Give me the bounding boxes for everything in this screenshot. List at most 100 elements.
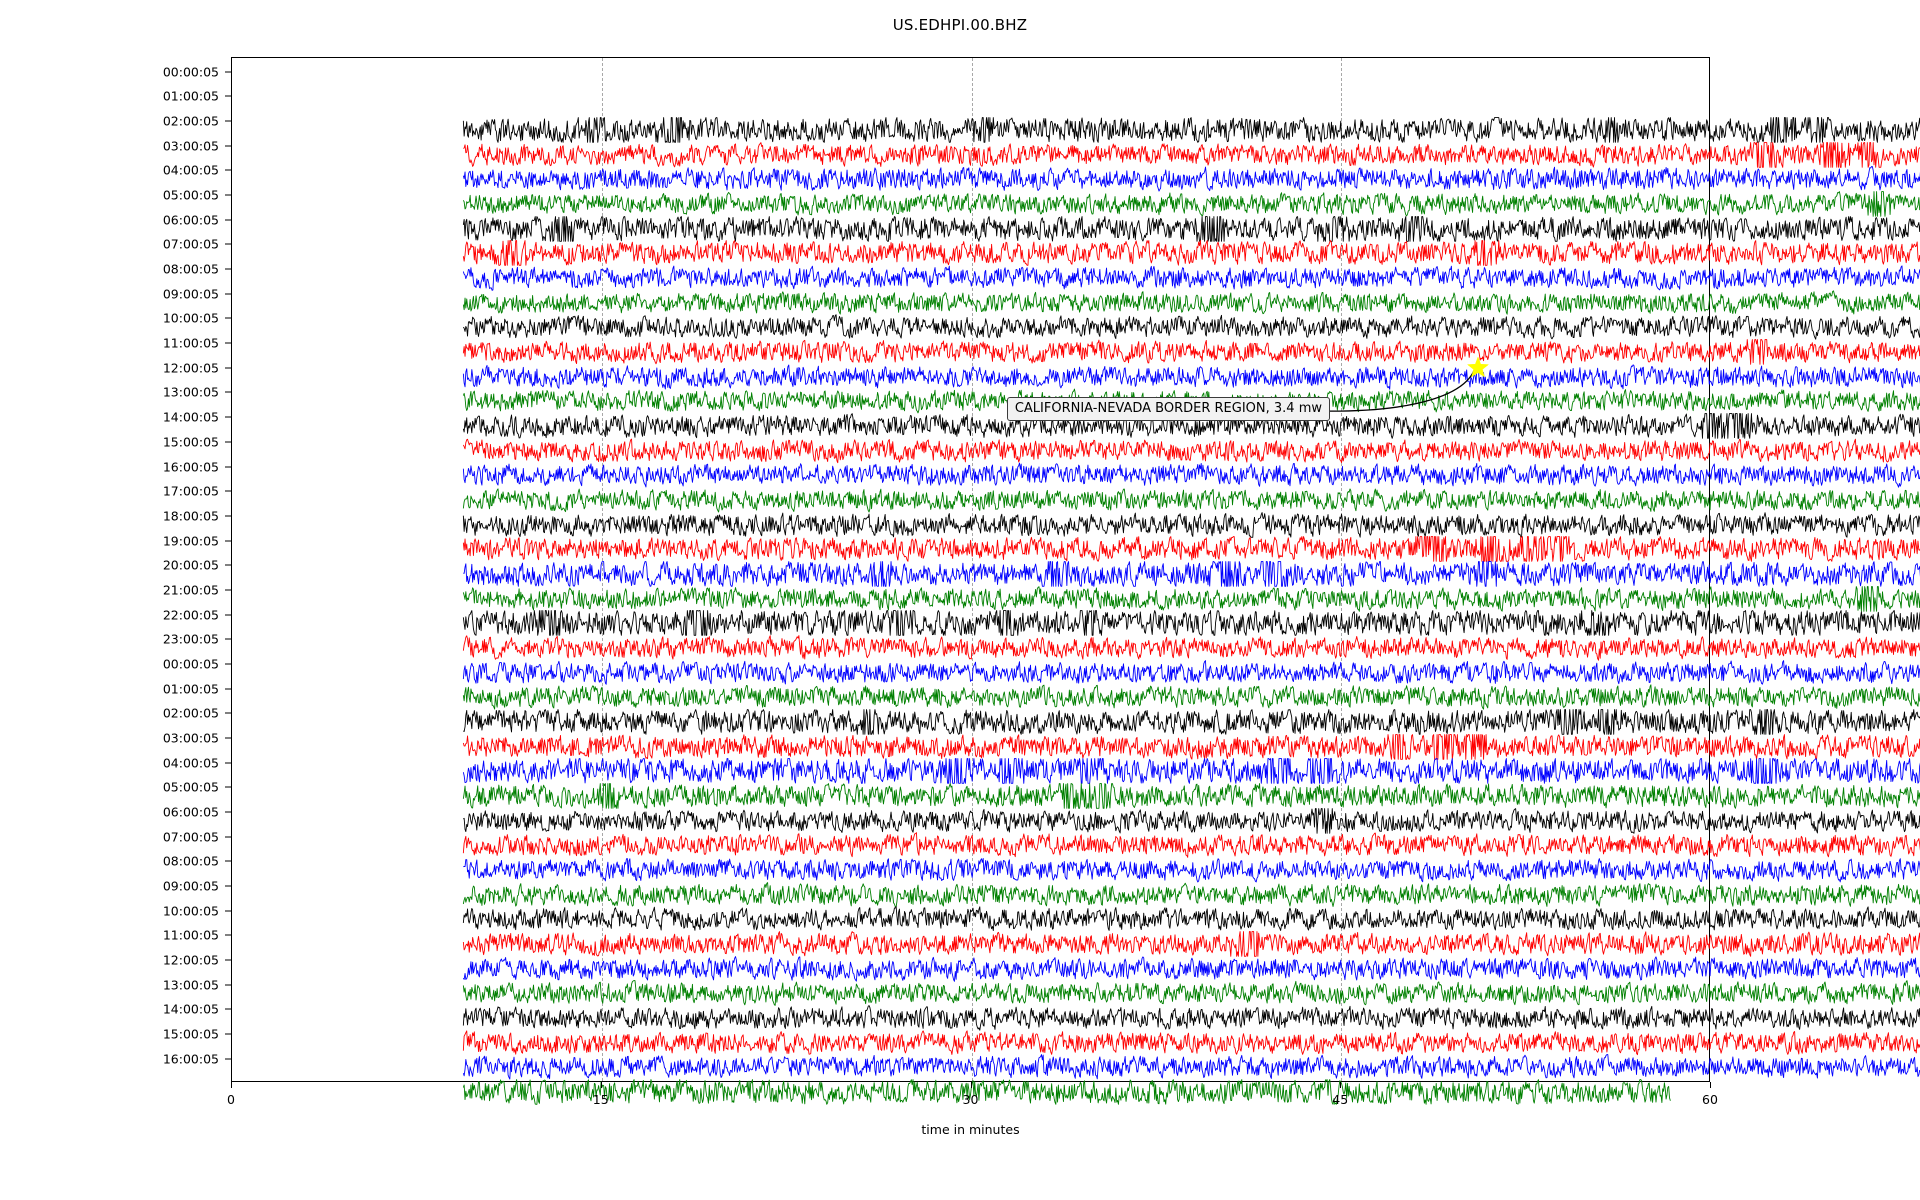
y-tick-label: 16:00:05 <box>162 1051 219 1067</box>
x-tick-label: 45 <box>1332 1092 1349 1107</box>
y-tick-label: 23:00:05 <box>162 631 219 647</box>
trace-row <box>462 1079 1920 1105</box>
y-tick-mark <box>225 836 231 838</box>
trace-row <box>462 314 1920 340</box>
y-tick-label: 11:00:05 <box>162 927 219 943</box>
y-tick-mark <box>225 71 231 73</box>
y-tick-label: 17:00:05 <box>162 483 219 499</box>
y-tick-label: 06:00:05 <box>162 212 219 228</box>
trace-path <box>463 857 1920 883</box>
y-tick-mark <box>225 466 231 467</box>
y-tick-mark <box>225 959 231 961</box>
trace-path <box>462 215 1920 242</box>
y-tick-mark <box>225 589 231 591</box>
trace-row <box>462 659 1920 686</box>
y-tick-mark <box>225 342 231 344</box>
trace-row <box>463 857 1920 883</box>
trace-path <box>462 758 1920 784</box>
y-tick-mark <box>225 614 231 616</box>
y-tick-label: 02:00:05 <box>162 113 219 129</box>
gridline-45 <box>1341 58 1343 1081</box>
y-tick-mark <box>225 1033 231 1035</box>
y-tick-label: 08:00:05 <box>162 853 219 869</box>
x-axis-title: time in minutes <box>921 1122 1020 1137</box>
trace-row <box>462 339 1920 365</box>
trace-path <box>462 980 1920 1007</box>
trace-path <box>463 561 1920 587</box>
y-tick-mark <box>225 416 231 418</box>
trace-row <box>463 709 1920 735</box>
trace-row <box>462 413 1920 439</box>
y-tick-label: 09:00:05 <box>162 286 219 302</box>
trace-path <box>462 536 1920 562</box>
trace-path <box>462 190 1920 217</box>
y-tick-label: 05:00:05 <box>162 779 219 795</box>
y-tick-label: 09:00:05 <box>162 878 219 894</box>
y-tick-mark <box>225 1058 231 1060</box>
page-title: US.EDHPI.00.BHZ <box>892 16 1028 34</box>
trace-row <box>462 684 1920 710</box>
trace-path <box>462 511 1920 538</box>
trace-path <box>462 733 1920 760</box>
trace-path <box>462 240 1920 266</box>
annotation-label[interactable]: CALIFORNIA-NEVADA BORDER REGION, 3.4 mw <box>1006 397 1330 421</box>
y-tick-label: 11:00:05 <box>162 335 219 351</box>
trace-path <box>462 265 1920 291</box>
trace-row <box>462 906 1920 932</box>
trace-path <box>462 684 1920 710</box>
trace-row <box>462 955 1920 982</box>
trace-path <box>462 783 1920 809</box>
x-tick-mark <box>970 1082 972 1088</box>
trace-path <box>462 610 1920 636</box>
y-tick-mark <box>225 860 231 862</box>
trace-row <box>462 388 1920 414</box>
y-tick-label: 21:00:05 <box>162 582 219 598</box>
y-tick-label: 22:00:05 <box>162 607 219 623</box>
x-tick-label: 15 <box>592 1092 609 1107</box>
y-tick-label: 03:00:05 <box>162 730 219 746</box>
y-tick-mark <box>225 515 231 517</box>
earthquake-star-icon <box>1467 356 1490 378</box>
trace-path <box>462 1005 1920 1031</box>
trace-row <box>462 190 1920 217</box>
y-tick-mark <box>225 145 231 147</box>
trace-row <box>463 561 1920 587</box>
y-tick-label: 10:00:05 <box>162 903 219 919</box>
trace-path <box>462 906 1920 932</box>
trace-path <box>462 413 1920 439</box>
trace-path <box>462 1054 1920 1080</box>
y-tick-label: 18:00:05 <box>162 508 219 524</box>
trace-row <box>462 166 1920 192</box>
trace-row <box>462 215 1920 242</box>
trace-row <box>462 536 1920 562</box>
y-tick-mark <box>225 243 231 245</box>
y-tick-mark <box>225 490 231 492</box>
trace-path <box>462 1030 1920 1055</box>
trace-row <box>462 610 1920 636</box>
trace-row <box>462 487 1920 513</box>
trace-row <box>462 783 1920 809</box>
y-tick-mark <box>225 540 231 541</box>
trace-path <box>462 931 1920 957</box>
trace-path <box>462 289 1920 315</box>
y-tick-mark <box>225 293 231 295</box>
plot-area <box>231 57 1920 1105</box>
y-tick-label: 04:00:05 <box>162 755 219 771</box>
trace-path <box>462 1079 1671 1105</box>
y-tick-mark <box>225 194 231 196</box>
trace-row <box>462 1030 1920 1056</box>
trace-path <box>462 832 1920 858</box>
y-tick-mark <box>225 885 231 887</box>
trace-path <box>462 462 1920 488</box>
y-tick-mark <box>225 317 231 319</box>
y-tick-mark <box>225 120 231 122</box>
x-tick-label: 60 <box>1702 1092 1718 1107</box>
y-tick-label: 01:00:05 <box>162 681 219 697</box>
y-tick-label: 07:00:05 <box>162 829 219 845</box>
trace-path <box>462 955 1920 982</box>
y-tick-label: 04:00:05 <box>162 162 219 178</box>
trace-row <box>462 1054 1920 1080</box>
trace-path <box>462 659 1920 685</box>
y-tick-mark <box>225 910 231 912</box>
